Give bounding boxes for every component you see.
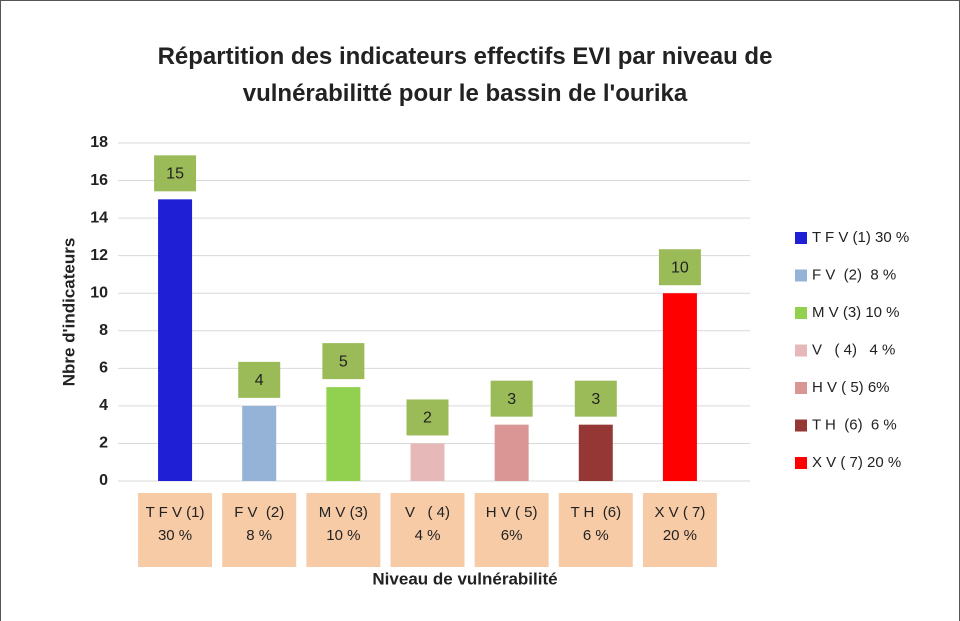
legend-label: H V ( 5) 6% [812,379,890,396]
x-tick-label: F V (2) 8 % [234,504,285,544]
legend-label: T H (6) 6 % [812,416,897,433]
category-box [390,493,465,567]
x-tick-label: T H (6) 6 % [570,504,622,544]
x-tick-label: M V (3) 10 % [318,504,368,544]
legend-label: T F V (1) 30 % [812,229,909,246]
data-label: 3 [591,391,600,408]
x-tick-label: H V ( 5) 6% [485,504,538,544]
bar [158,199,193,482]
data-label-box [490,380,533,417]
y-tick-label: 18 [90,134,108,151]
y-tick-label: 10 [90,284,108,301]
data-label-box [658,249,701,286]
y-tick-label: 12 [90,247,108,264]
bar [242,405,277,481]
legend-swatch [795,419,807,432]
data-label-box [238,361,281,398]
y-tick-label: 8 [99,322,108,339]
data-label-box [154,155,197,192]
legend-swatch [795,382,807,394]
data-label-box [406,399,449,436]
category-box [642,493,717,567]
legend-label: M V (3) 10 % [812,304,900,321]
data-label-box [574,380,617,417]
y-axis-label: Nbre d'indicateurs [59,238,78,387]
bar [494,424,529,481]
x-axis-label: Niveau de vulnérabilité [372,569,557,588]
data-label: 3 [507,391,516,408]
data-label: 2 [423,410,432,427]
category-box [306,493,381,567]
legend-label: X V ( 7) 20 % [812,454,901,471]
legend-label: V ( 4) 4 % [812,341,895,358]
y-tick-label: 0 [99,472,108,489]
y-tick-label: 14 [90,209,108,226]
legend-swatch [795,269,807,282]
x-tick-label: T F V (1) 30 % [145,504,205,544]
legend-swatch [795,344,807,357]
bar [662,293,697,481]
category-box [474,493,549,567]
category-box [138,493,213,567]
category-box [222,493,297,567]
bar [326,387,361,481]
bar [578,424,613,481]
legend-label: F V (2) 8 % [812,266,896,283]
legend-swatch [795,457,807,469]
data-label: 4 [255,372,264,389]
x-tick-label: X V ( 7) 20 % [654,504,706,544]
x-tick-label: V ( 4) 4 % [404,504,450,544]
data-label: 5 [339,353,348,370]
data-label: 15 [166,166,184,183]
legend-swatch [795,232,807,244]
bar [410,443,445,481]
data-label-box [322,343,365,380]
y-tick-label: 6 [99,360,108,377]
data-label: 10 [671,259,689,276]
y-tick-label: 4 [99,397,108,414]
legend-swatch [795,307,807,319]
y-tick-label: 16 [90,172,108,189]
chart-title: Répartition des indicateurs effectifs EV… [157,43,773,107]
category-box [558,493,633,567]
y-tick-label: 2 [99,435,108,452]
